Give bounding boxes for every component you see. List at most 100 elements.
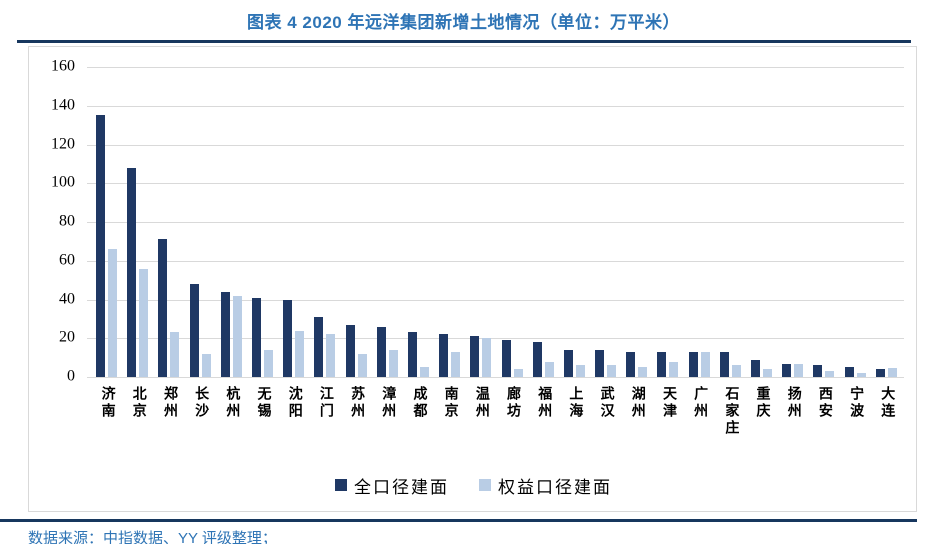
bar-group-长沙: [185, 67, 216, 377]
x-label-江门: 江门: [317, 386, 333, 420]
bar-全口径建面-北京: [127, 167, 137, 377]
bar-权益口径建面-武汉: [607, 365, 617, 377]
x-label-长沙: 长沙: [193, 386, 209, 420]
y-tick-label-40: 40: [59, 290, 75, 308]
bar-group-宁波: [840, 67, 871, 377]
bar-权益口径建面-长沙: [201, 353, 211, 377]
bar-全口径建面-天津: [657, 351, 667, 377]
x-label-cell-成都: 成都: [403, 386, 434, 468]
bar-group-苏州: [341, 67, 372, 377]
x-label-湖州: 湖州: [629, 386, 645, 420]
bar-全口径建面-廊坊: [501, 340, 511, 377]
x-label-无锡: 无锡: [255, 386, 271, 420]
legend-swatch-icon: [479, 479, 491, 491]
gridline-y-100: [87, 183, 904, 185]
bar-group-沈阳: [278, 67, 309, 377]
x-label-cell-长沙: 长沙: [185, 386, 216, 468]
bar-全口径建面-温州: [470, 336, 480, 377]
bar-权益口径建面-天津: [669, 361, 679, 377]
bar-group-郑州: [153, 67, 184, 377]
x-label-漳州: 漳州: [380, 386, 396, 420]
x-label-cell-漳州: 漳州: [372, 386, 403, 468]
bar-全口径建面-漳州: [376, 326, 386, 377]
x-label-cell-沈阳: 沈阳: [278, 386, 309, 468]
x-label-cell-济南: 济南: [91, 386, 122, 468]
bar-全口径建面-南京: [439, 334, 449, 377]
bar-权益口径建面-廊坊: [513, 369, 523, 377]
bar-group-济南: [91, 67, 122, 377]
bar-group-石家庄: [715, 67, 746, 377]
bar-group-温州: [465, 67, 496, 377]
x-label-cell-温州: 温州: [465, 386, 496, 468]
bar-权益口径建面-西安: [825, 371, 835, 377]
legend-label: 权益口径建面: [498, 477, 612, 497]
bar-权益口径建面-重庆: [763, 369, 773, 377]
bar-group-西安: [808, 67, 839, 377]
bar-全口径建面-扬州: [782, 364, 792, 377]
x-label-cell-南京: 南京: [434, 386, 465, 468]
x-label-济南: 济南: [99, 386, 115, 420]
y-tick-label-100: 100: [51, 173, 75, 191]
x-label-宁波: 宁波: [848, 386, 864, 420]
bar-权益口径建面-无锡: [264, 349, 274, 377]
x-label-cell-天津: 天津: [652, 386, 683, 468]
chart-box: 0 20 40 60 80 100 120 140 160 济南 北京 郑州 长沙 杭州 无锡 沈阳 江门 苏州…: [28, 46, 917, 512]
x-label-上海: 上海: [567, 386, 583, 420]
bar-权益口径建面-沈阳: [295, 330, 305, 377]
bar-group-广州: [684, 67, 715, 377]
bar-权益口径建面-石家庄: [731, 365, 741, 377]
bar-权益口径建面-苏州: [357, 353, 367, 377]
bar-group-福州: [528, 67, 559, 377]
y-tick-label-140: 140: [51, 96, 75, 114]
x-label-苏州: 苏州: [349, 386, 365, 420]
x-label-cell-上海: 上海: [559, 386, 590, 468]
x-label-cell-大连: 大连: [871, 386, 902, 468]
x-label-cell-福州: 福州: [528, 386, 559, 468]
x-label-扬州: 扬州: [785, 386, 801, 420]
gridline-y-80: [87, 222, 904, 223]
bar-group-上海: [559, 67, 590, 377]
x-label-北京: 北京: [130, 386, 146, 420]
x-label-广州: 广州: [692, 386, 708, 420]
x-label-cell-廊坊: 廊坊: [496, 386, 527, 468]
title-divider-rule: [17, 40, 911, 43]
x-label-郑州: 郑州: [161, 386, 177, 420]
x-axis-labels: 济南 北京 郑州 长沙 杭州 无锡 沈阳 江门 苏州 漳州 成都 南京 温州 廊坊 福州 上海 武汉 湖州 天津 广州…: [91, 386, 902, 468]
bar-权益口径建面-济南: [108, 249, 118, 377]
bar-全口径建面-成都: [407, 332, 417, 377]
legend-label: 全口径建面: [354, 477, 449, 497]
x-label-cell-苏州: 苏州: [341, 386, 372, 468]
bar-权益口径建面-广州: [700, 351, 710, 377]
bar-group-无锡: [247, 67, 278, 377]
bar-全口径建面-济南: [96, 115, 106, 377]
x-label-西安: 西安: [816, 386, 832, 420]
bar-权益口径建面-大连: [887, 368, 897, 377]
report-page: 图表 4 2020 年远洋集团新增土地情况（单位：万平米） 0 20 40 60 80 1…: [0, 8, 927, 544]
x-label-cell-广州: 广州: [684, 386, 715, 468]
data-source-note: 数据来源：中指数据、YY 评级整理；: [28, 530, 277, 544]
bar-全口径建面-大连: [875, 369, 885, 377]
legend-item-全口径建面: 全口径建面: [335, 473, 449, 498]
x-label-cell-西安: 西安: [808, 386, 839, 468]
x-label-cell-杭州: 杭州: [216, 386, 247, 468]
bar-全口径建面-湖州: [626, 351, 636, 377]
bar-全口径建面-广州: [688, 351, 698, 377]
bar-权益口径建面-上海: [575, 365, 585, 377]
gridline-y-120: [87, 144, 904, 146]
x-label-杭州: 杭州: [224, 386, 240, 420]
bar-group-武汉: [590, 67, 621, 377]
bar-全口径建面-苏州: [345, 324, 355, 377]
bar-group-漳州: [372, 67, 403, 377]
legend-swatch-icon: [335, 479, 347, 491]
x-label-廊坊: 廊坊: [505, 386, 521, 420]
x-label-cell-扬州: 扬州: [777, 386, 808, 468]
bar-全口径建面-石家庄: [719, 351, 729, 377]
x-label-石家庄: 石家庄: [723, 386, 739, 437]
bar-权益口径建面-宁波: [856, 373, 866, 377]
gridline-y-0: [87, 377, 904, 378]
bar-权益口径建面-湖州: [638, 367, 648, 377]
bottom-divider-rule: [0, 519, 917, 522]
bar-全口径建面-重庆: [751, 359, 761, 377]
bar-group-扬州: [777, 67, 808, 377]
bars-row: [91, 67, 902, 377]
